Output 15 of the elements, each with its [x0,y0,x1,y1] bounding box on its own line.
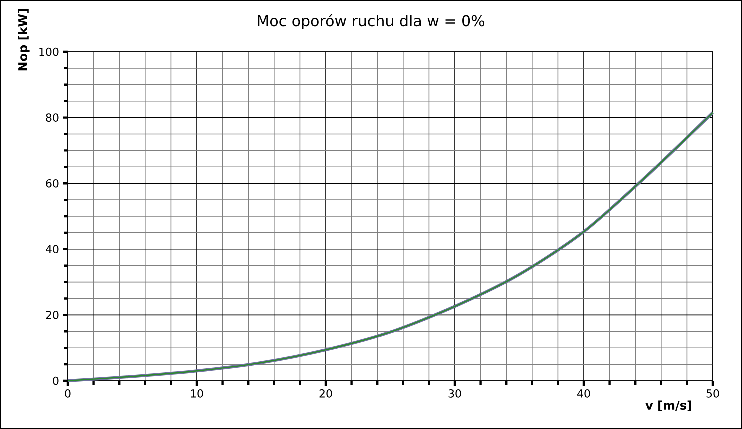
x-tick-label: 20 [320,390,332,398]
x-tick-label: 50 [706,390,720,398]
x-tick-label: 10 [191,390,204,398]
y-tick-label: 80 [46,114,59,122]
y-tick-label: 0 [53,376,59,386]
chart-title: Moc oporów ruchu dla w = 0% [258,14,484,30]
y-tick-label: 60 [46,179,59,188]
y-tick-label: 100 [40,48,59,56]
y-axis-title: Nop [kW] [18,10,30,71]
x-tick-label: 0 [65,390,71,398]
x-tick-label: 40 [578,390,590,398]
y-tick-label: 20 [46,311,59,320]
x-tick-label: 30 [448,390,462,398]
x-axis-title: v [m/s] [646,400,692,412]
y-tick-label: 40 [46,245,59,254]
